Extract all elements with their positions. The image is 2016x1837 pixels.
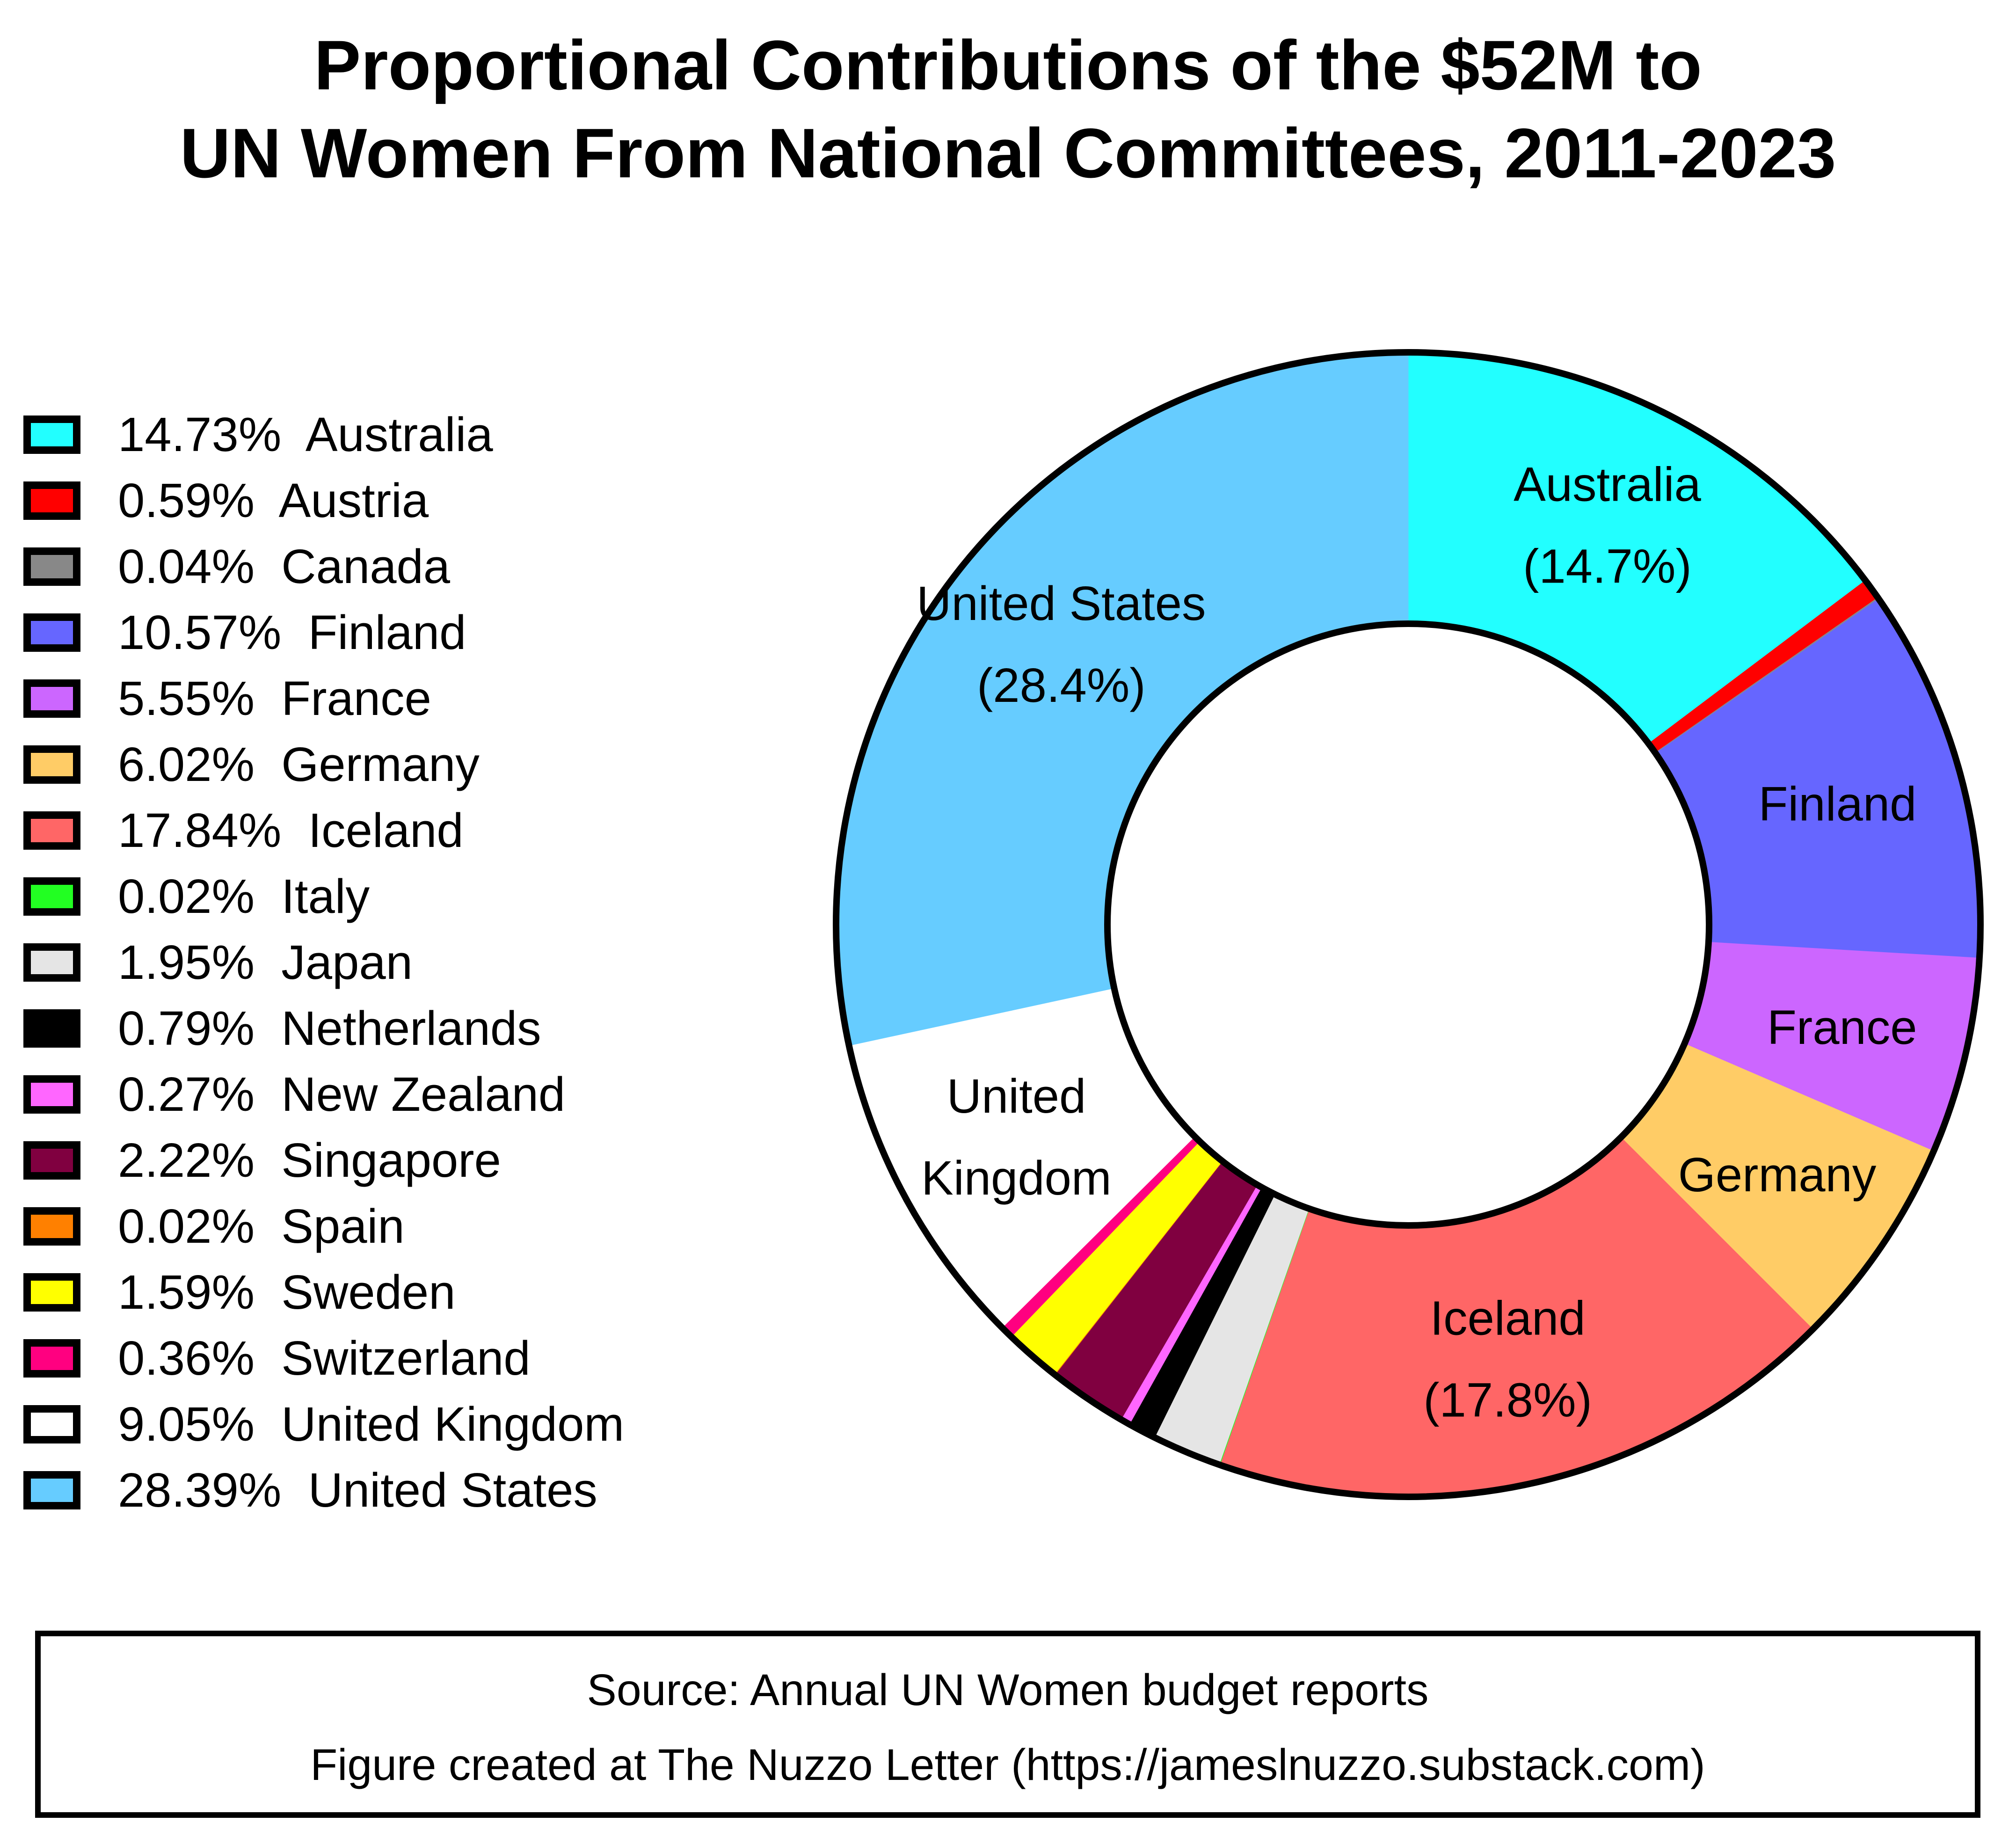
legend-label: 28.39% United States [118,1463,597,1517]
legend-item: 0.02% Spain [23,1193,624,1259]
slice-label: Australia [1514,458,1701,511]
legend-label: 0.79% Netherlands [118,1001,541,1055]
slice-label: France [1767,1000,1917,1054]
legend: 14.73% Australia 0.59% Austria 0.04% Canad… [23,401,624,1523]
legend-item: 28.39% United States [23,1457,624,1523]
legend-swatch [23,877,80,916]
legend-label: 0.02% Spain [118,1199,405,1253]
legend-item: 1.95% Japan [23,929,624,995]
legend-label: 6.02% Germany [118,737,480,791]
legend-swatch [23,481,80,520]
legend-swatch [23,679,80,718]
legend-item: 17.84% Iceland [23,797,624,863]
legend-swatch [23,1405,80,1443]
legend-item: 6.02% Germany [23,731,624,797]
legend-label: 1.59% Sweden [118,1265,456,1319]
legend-item: 10.57% Finland [23,599,624,665]
slice-label: Finland [1759,777,1917,831]
legend-label: 17.84% Iceland [118,803,464,857]
credit-text: Figure created at The Nuzzo Letter (http… [310,1740,1705,1790]
legend-label: 0.04% Canada [118,539,451,593]
legend-item: 5.55% France [23,665,624,731]
legend-swatch [23,1471,80,1509]
legend-item: 0.79% Netherlands [23,995,624,1061]
chart-title-line-2: UN Women From National Committees, 2011-… [180,114,1836,192]
legend-label: 9.05% United Kingdom [118,1397,625,1451]
legend-label: 14.73% Australia [118,408,493,461]
legend-swatch [23,745,80,784]
slice-label: Kingdom [921,1151,1112,1205]
legend-item: 0.02% Italy [23,863,624,929]
legend-label: 0.02% Italy [118,869,370,923]
legend-item: 0.36% Switzerland [23,1325,624,1391]
legend-label: 2.22% Singapore [118,1133,501,1187]
legend-item: 0.27% New Zealand [23,1061,624,1127]
legend-item: 9.05% United Kingdom [23,1391,624,1457]
legend-swatch [23,943,80,982]
legend-item: 14.73% Australia [23,401,624,467]
legend-label: 0.59% Austria [118,474,429,527]
donut-hole [1104,620,1712,1229]
legend-swatch [23,1075,80,1114]
legend-label: 1.95% Japan [118,935,413,989]
legend-label: 0.36% Switzerland [118,1331,531,1385]
slice-label: (17.8%) [1423,1373,1592,1427]
slice-label: United States [917,576,1206,630]
legend-swatch [23,415,80,454]
chart-title-line-1: Proportional Contributions of the $52M t… [314,26,1702,104]
slice-label: Germany [1678,1148,1877,1202]
legend-swatch [23,1273,80,1312]
chart-title: Proportional Contributions of the $52M t… [0,21,2016,197]
donut-outer-border [833,349,1984,1500]
legend-item: 0.04% Canada [23,533,624,599]
legend-item: 1.59% Sweden [23,1259,624,1325]
legend-label: 5.55% France [118,671,431,725]
legend-item: 0.59% Austria [23,467,624,533]
slice-label: Iceland [1430,1291,1585,1345]
slice-label: (14.7%) [1523,539,1692,593]
slice-label: (28.4%) [977,658,1146,712]
legend-label: 0.27% New Zealand [118,1067,566,1121]
legend-label: 10.57% Finland [118,605,466,659]
legend-swatch [23,1207,80,1246]
legend-swatch [23,811,80,850]
legend-swatch [23,1141,80,1180]
source-text: Source: Annual UN Women budget reports [587,1665,1429,1715]
legend-item: 2.22% Singapore [23,1127,624,1193]
source-box: Source: Annual UN Women budget reports F… [35,1631,1980,1818]
legend-swatch [23,1339,80,1378]
legend-swatch [23,613,80,652]
legend-swatch [23,547,80,586]
slice-label: United [947,1069,1086,1123]
legend-swatch [23,1009,80,1048]
